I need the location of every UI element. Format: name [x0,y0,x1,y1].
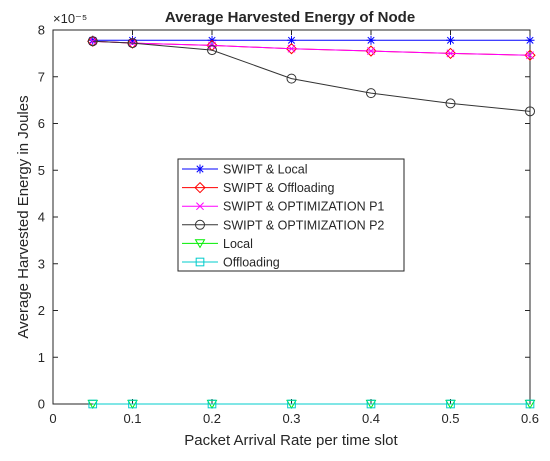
x-tick-label: 0.1 [123,411,141,426]
legend-marker [195,219,205,230]
data-point [526,51,534,60]
legend-box [177,158,405,272]
y-tick-label: 0 [38,397,45,412]
data-point [446,49,455,58]
data-point [87,36,98,47]
data-point [524,49,536,61]
legend-label: Offloading [223,256,280,270]
y-tick-label: 7 [38,69,45,84]
data-point [367,47,375,55]
legend-entry: Local [182,237,253,251]
legend-marker [194,181,206,194]
x-tick-label: 0.6 [521,411,539,426]
data-point [287,44,296,53]
data-point [285,43,298,55]
legend-entry: SWIPT & OPTIMIZATION P2 [182,218,384,232]
data-point [525,35,535,45]
legend-entry: SWIPT & Offloading [182,181,334,195]
data-point [128,35,137,45]
legend: SWIPT & Local SWIPT & Offloading SWIPT & O… [177,158,405,272]
y-tick-label: 8 [38,23,45,38]
legend-entry: Offloading [182,256,280,270]
data-point [365,45,377,57]
legend-marker [195,257,205,267]
axis-ticks: 0 0.1 0.2 0.3 0.4 0.5 0.6 0 1 2 3 4 5 6 7 8 [38,23,539,427]
y-tick-label: 6 [38,116,45,131]
chart-title: Average Harvested Energy of Node [165,9,415,26]
y-tick-label: 4 [38,210,45,225]
data-point [366,88,376,99]
x-axis-label: Packet Arrival Rate per time slot [184,432,398,449]
x-tick-label: 0.4 [362,411,380,426]
x-tick-label: 0 [49,411,56,426]
series-0 [88,35,535,45]
legend-marker [194,239,206,249]
legend-entry: SWIPT & OPTIMIZATION P1 [182,200,384,214]
legend-label: SWIPT & Offloading [223,181,334,195]
series-line [92,40,531,112]
legend-entry: SWIPT & Local [182,163,308,177]
legend-label: SWIPT & OPTIMIZATION P1 [223,200,384,214]
data-point [287,35,296,45]
series-5 [88,399,535,409]
y-tick-label: 5 [38,163,45,178]
legend-label: Local [223,237,253,251]
data-point [445,98,456,109]
data-point [127,38,138,49]
data-point [444,47,457,60]
x-tick-label: 0.5 [441,411,459,426]
series-3 [87,36,535,117]
y-tick-label: 1 [38,350,45,365]
data-series [87,35,536,410]
data-point [446,399,455,409]
y-axis-label: Average Harvested Energy in Joules [15,95,32,338]
x-tick-label: 0.2 [203,411,221,426]
legend-marker [195,164,205,174]
y-tick-label: 2 [38,303,45,318]
data-point [88,35,98,45]
y-multiplier-label: ×10⁻⁵ [53,11,87,26]
data-point [287,399,296,409]
data-point [366,35,376,45]
x-tick-label: 0.3 [282,411,300,426]
data-point [88,399,98,409]
data-point [286,73,297,84]
data-point [525,399,535,409]
y-tick-label: 3 [38,256,45,271]
data-point [128,399,137,409]
legend-marker [196,202,204,211]
data-point [525,106,535,117]
data-point [207,399,217,409]
legend-label: SWIPT & Local [223,163,308,177]
legend-label: SWIPT & OPTIMIZATION P2 [223,218,384,232]
data-point [366,399,376,409]
data-point [207,45,217,56]
data-point [446,35,455,45]
